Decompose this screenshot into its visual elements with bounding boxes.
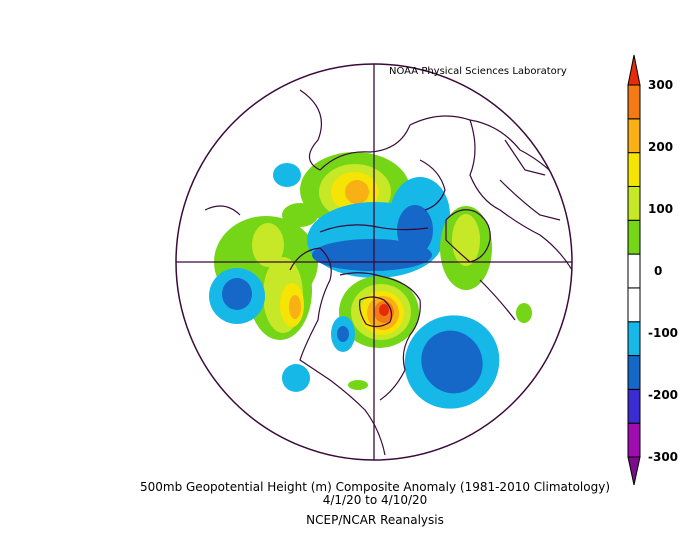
colorbar-tick-label: 100 bbox=[648, 202, 674, 216]
caption-title: 500mb Geopotential Height (m) Composite … bbox=[139, 480, 610, 494]
colorbar-box bbox=[627, 185, 641, 221]
caption-dates: 4/1/20 to 4/10/20 bbox=[322, 493, 428, 507]
anomaly-field bbox=[204, 89, 572, 456]
colorbar-tick-label: -200 bbox=[648, 388, 679, 402]
colorbar-tick-label: -100 bbox=[648, 326, 679, 340]
colorbar-box bbox=[627, 321, 641, 357]
colorbar-box bbox=[627, 152, 641, 187]
colorbar-tick-label: 200 bbox=[648, 140, 674, 154]
colorbar-box bbox=[627, 388, 641, 424]
map-boundary bbox=[175, 63, 573, 461]
colorbar-box bbox=[627, 84, 641, 120]
credit-label: NOAA Physical Sciences Laboratory bbox=[389, 66, 567, 77]
colorbar-box bbox=[627, 253, 641, 289]
coastlines bbox=[204, 89, 572, 456]
colorbar bbox=[627, 54, 641, 486]
colorbar-box bbox=[627, 355, 641, 390]
colorbar-box bbox=[627, 118, 641, 154]
colorbar-box bbox=[627, 219, 641, 255]
colorbar-tick-label: -300 bbox=[648, 450, 679, 464]
colorbar-top-arrow bbox=[627, 54, 641, 86]
caption-source: NCEP/NCAR Reanalysis bbox=[306, 513, 444, 527]
colorbar-box bbox=[627, 422, 641, 458]
colorbar-box bbox=[627, 287, 641, 323]
colorbar-tick-label: 300 bbox=[648, 78, 674, 92]
colorbar-tick-label: 0 bbox=[654, 264, 663, 278]
